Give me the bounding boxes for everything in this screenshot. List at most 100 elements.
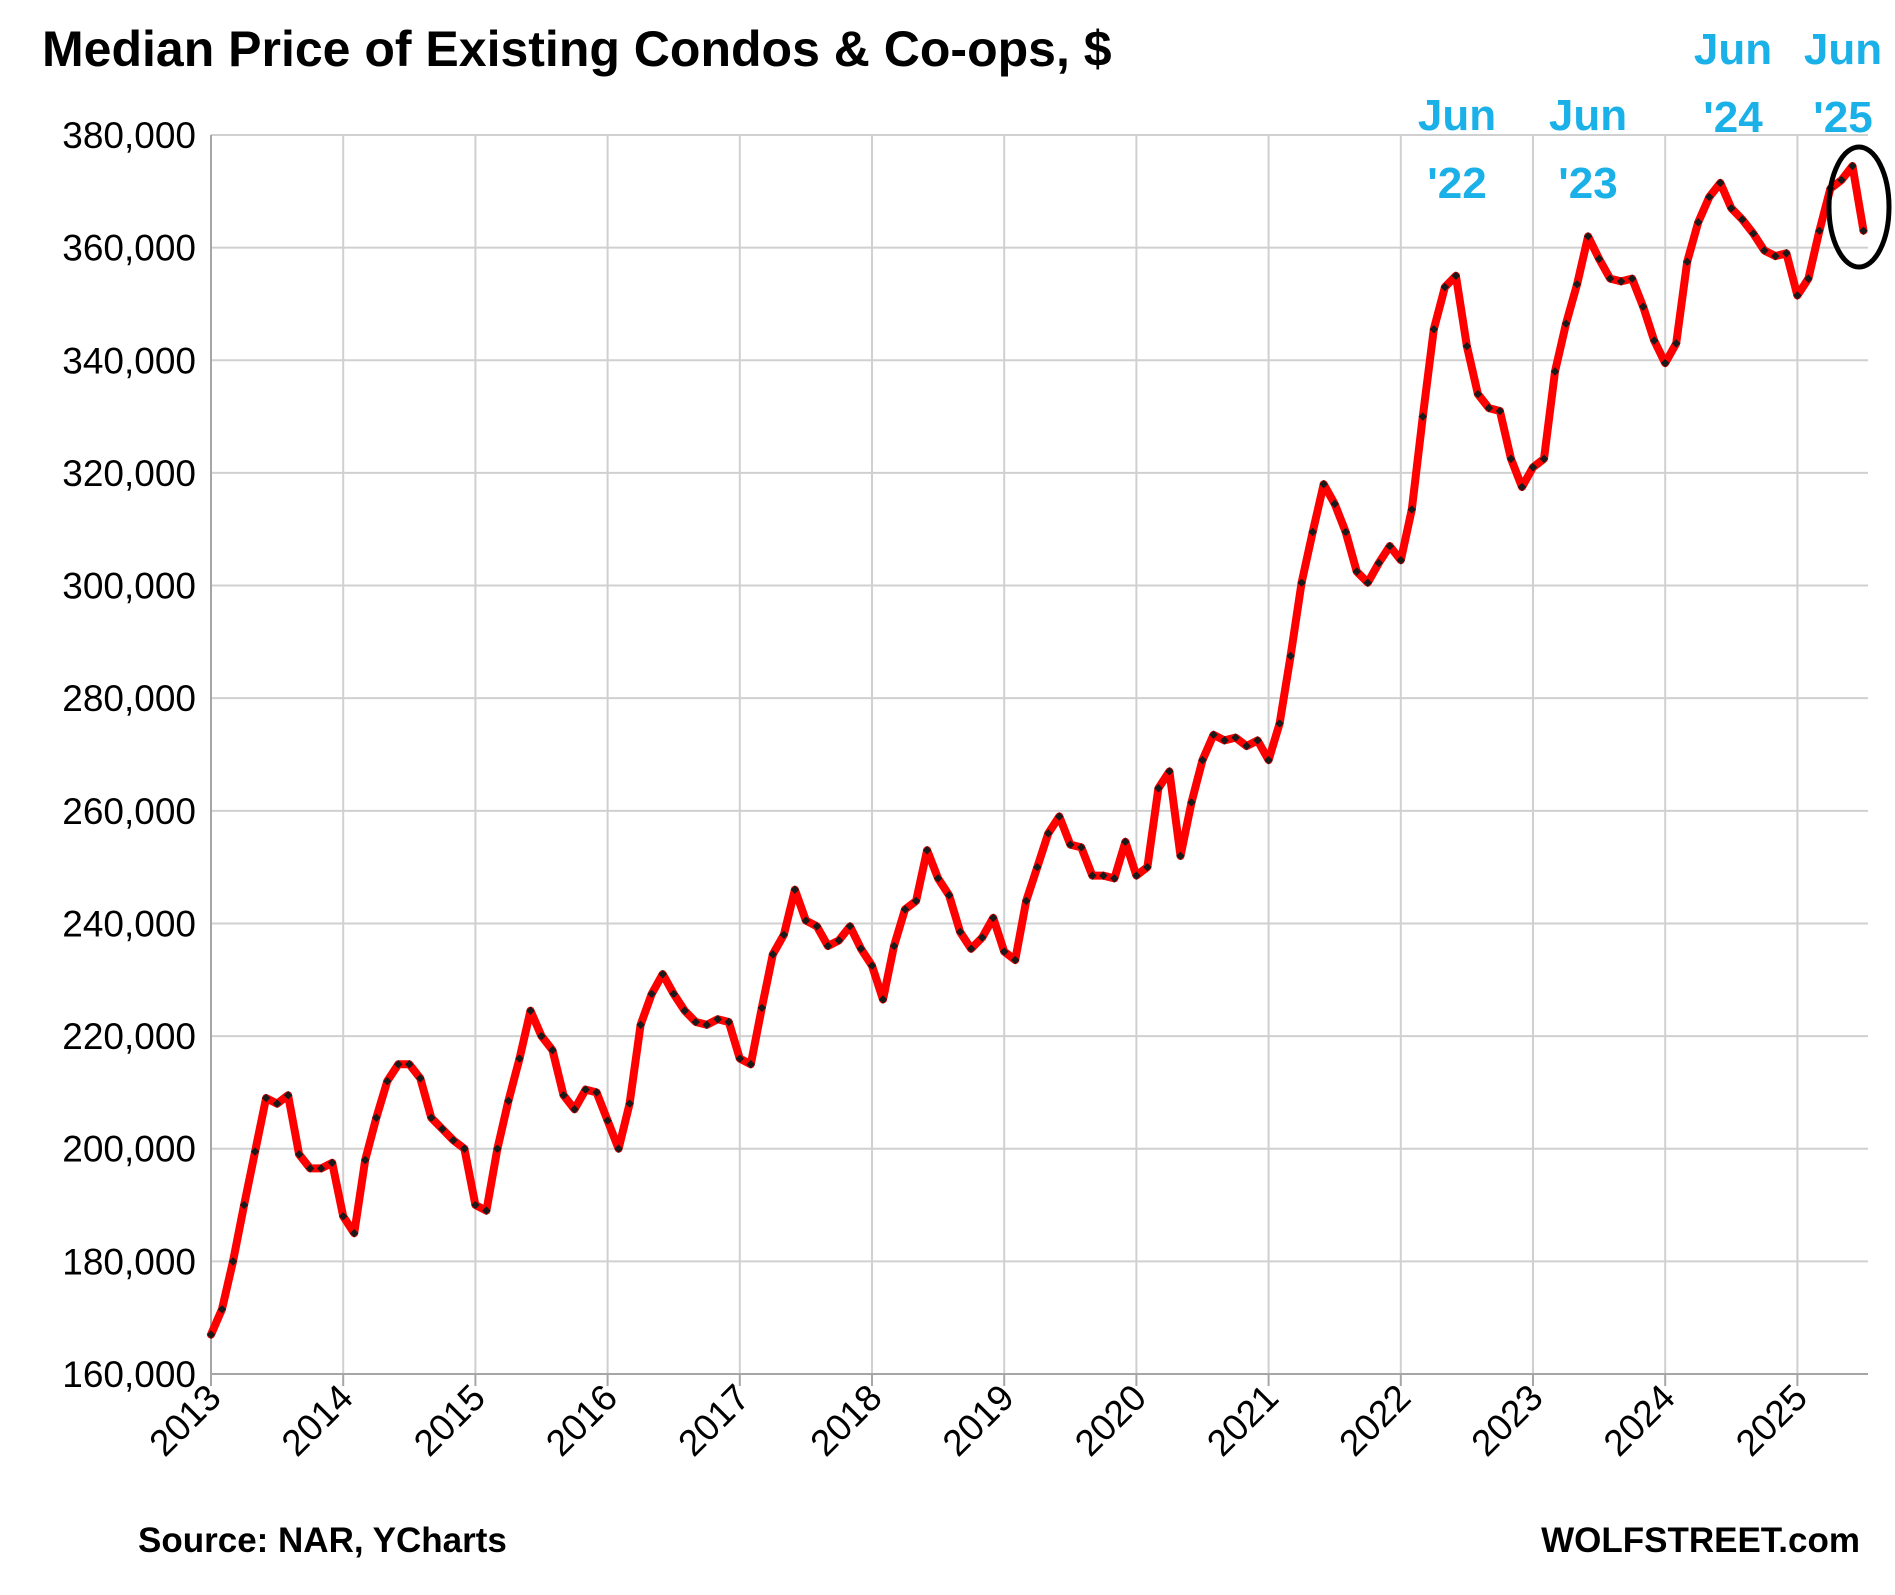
- data-point: [823, 941, 833, 951]
- data-point: [405, 1060, 414, 1069]
- data-point: [570, 1105, 579, 1114]
- data-point: [1231, 733, 1240, 742]
- data-point: [669, 989, 678, 999]
- data-point: [1209, 730, 1218, 740]
- data-point: [1462, 341, 1472, 351]
- annotation-label: Jun: [1694, 25, 1772, 74]
- data-point: [1561, 319, 1571, 328]
- data-point: [889, 941, 899, 951]
- data-point: [1451, 271, 1461, 281]
- price-series: [206, 161, 1868, 1339]
- data-point: [603, 1116, 612, 1125]
- data-point: [383, 1076, 392, 1086]
- x-tick-label: 2018: [802, 1377, 889, 1464]
- chart-title: Median Price of Existing Condos & Co-ops…: [42, 21, 1112, 77]
- data-point: [1528, 463, 1538, 472]
- data-point: [416, 1074, 425, 1083]
- data-point: [1594, 254, 1604, 264]
- data-point: [537, 1031, 546, 1041]
- data-point: [680, 1006, 689, 1015]
- y-tick-label: 360,000: [62, 228, 196, 269]
- data-point: [1616, 277, 1626, 286]
- annotation-label: '22: [1427, 159, 1486, 208]
- data-point: [1110, 874, 1119, 883]
- data-point: [1804, 274, 1813, 283]
- series-line: [207, 162, 1868, 1339]
- data-point: [614, 1144, 623, 1153]
- annotation-label: '25: [1813, 93, 1872, 142]
- data-point: [1539, 454, 1549, 464]
- data-point: [1495, 406, 1505, 416]
- data-point: [1010, 955, 1020, 965]
- y-tick-label: 320,000: [62, 453, 196, 494]
- data-point: [1308, 527, 1317, 537]
- data-point: [316, 1164, 326, 1173]
- data-point: [548, 1045, 557, 1055]
- data-point: [1385, 541, 1395, 551]
- x-tick-label: 2016: [538, 1377, 625, 1464]
- data-point: [1286, 651, 1295, 661]
- y-tick-label: 340,000: [62, 340, 196, 381]
- data-point: [922, 845, 932, 855]
- x-tick-label: 2014: [274, 1377, 361, 1464]
- data-point: [261, 1093, 271, 1103]
- data-point: [867, 961, 877, 970]
- x-tick-label: 2024: [1596, 1377, 1683, 1464]
- x-tick-label: 2019: [935, 1377, 1022, 1464]
- data-point: [1671, 339, 1681, 348]
- data-point: [1793, 291, 1802, 300]
- data-point: [713, 1014, 723, 1024]
- y-tick-label: 240,000: [62, 903, 196, 944]
- data-point: [1088, 871, 1097, 880]
- x-tick-label: 2023: [1463, 1377, 1550, 1464]
- data-point: [1429, 325, 1439, 334]
- data-point: [1143, 862, 1152, 872]
- data-point: [449, 1136, 458, 1145]
- data-point: [438, 1124, 447, 1134]
- data-point: [1176, 851, 1185, 861]
- data-point: [999, 947, 1009, 956]
- data-point: [801, 916, 811, 925]
- data-point: [427, 1113, 436, 1122]
- data-point: [294, 1150, 304, 1159]
- data-point: [283, 1090, 293, 1100]
- data-point: [911, 896, 921, 906]
- data-point: [372, 1113, 381, 1122]
- data-point: [878, 995, 888, 1004]
- data-point: [1341, 527, 1350, 537]
- data-point: [647, 989, 656, 999]
- data-point: [1066, 840, 1075, 849]
- x-tick-label: 2020: [1067, 1377, 1154, 1464]
- annotations: Jun '22 Jun '23 Jun '24 Jun '25: [1418, 25, 1892, 270]
- data-point: [1187, 798, 1196, 807]
- data-point: [1132, 871, 1141, 880]
- data-point: [1154, 784, 1163, 793]
- data-point: [933, 874, 943, 883]
- data-point: [735, 1054, 745, 1063]
- data-point: [482, 1206, 491, 1215]
- data-point: [1627, 274, 1637, 283]
- annotation-label: Jun: [1418, 91, 1496, 140]
- data-point: [1363, 578, 1372, 587]
- data-point: [1396, 555, 1406, 565]
- data-point: [1253, 736, 1262, 745]
- data-point: [955, 927, 965, 937]
- data-point: [856, 944, 866, 954]
- y-tick-label: 380,000: [62, 115, 196, 156]
- data-point: [1099, 871, 1108, 880]
- annotation-label: '23: [1558, 159, 1617, 208]
- data-point: [526, 1006, 535, 1015]
- data-point: [592, 1088, 601, 1097]
- data-point: [1297, 578, 1306, 587]
- data-point: [1484, 403, 1494, 413]
- y-tick-label: 200,000: [62, 1129, 196, 1170]
- data-point: [977, 933, 987, 942]
- data-point: [504, 1096, 513, 1106]
- x-tick-label: 2021: [1199, 1377, 1286, 1464]
- y-tick-label: 220,000: [62, 1016, 196, 1057]
- x-tick-label: 2015: [406, 1377, 493, 1464]
- data-point: [1638, 302, 1648, 312]
- data-point: [272, 1099, 282, 1108]
- data-point: [460, 1144, 469, 1153]
- data-point: [1660, 358, 1670, 368]
